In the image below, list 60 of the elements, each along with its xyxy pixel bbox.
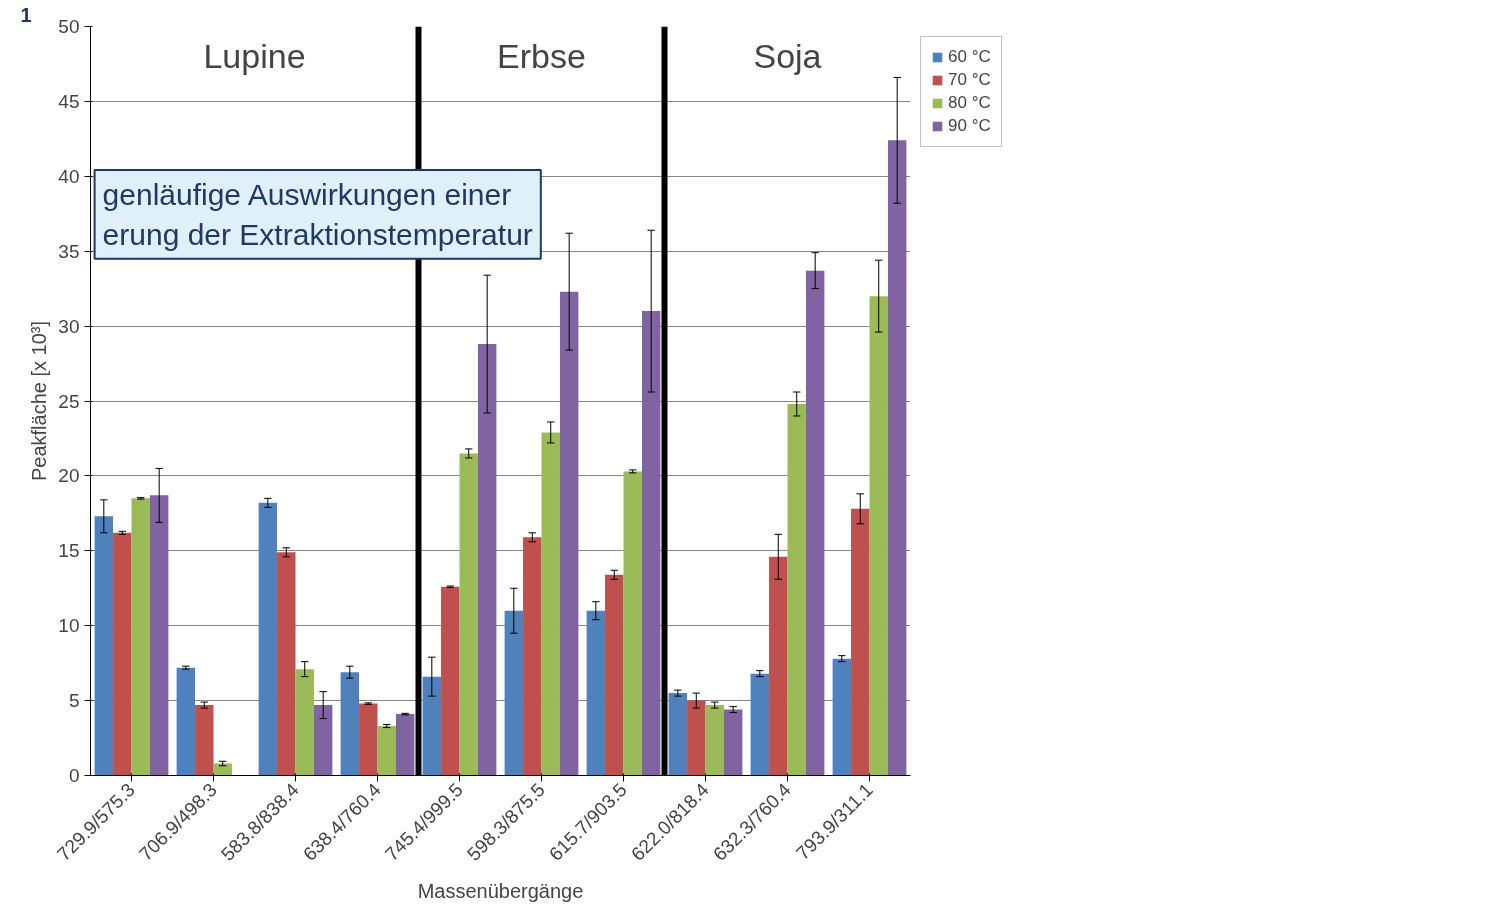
y-tick-label: 40 [58, 165, 80, 187]
bar [504, 610, 524, 776]
bar [787, 404, 806, 776]
y-tick-label: 50 [58, 16, 80, 37]
annotation: Lupine [203, 37, 306, 76]
annotation: Erbse [497, 37, 586, 76]
x-axis-title: Massenübergänge [417, 880, 584, 903]
bar [769, 556, 788, 776]
legend-label: 80 °C [948, 93, 991, 113]
y-axis-title: Peakfläche [x 10³] [28, 320, 51, 482]
bar [723, 709, 743, 776]
legend-label: 70 °C [948, 70, 991, 90]
bar [340, 672, 360, 776]
bar [377, 726, 396, 776]
bar [422, 676, 442, 776]
bar [359, 703, 378, 776]
bar [805, 270, 825, 776]
bar [131, 498, 150, 776]
y-tick-label: 35 [58, 240, 80, 262]
y-tick-label: 45 [58, 90, 80, 112]
y-tick-label: 5 [68, 690, 80, 712]
bar [887, 140, 907, 776]
bar [113, 532, 132, 776]
bar [213, 763, 232, 776]
y-tick-label: 30 [58, 315, 80, 337]
bar [258, 502, 278, 776]
bar [541, 432, 560, 776]
text: 1 [20, 3, 32, 26]
annotation: Soja [753, 37, 822, 76]
bar [559, 291, 579, 776]
bar [605, 574, 624, 776]
bar [623, 471, 642, 776]
y-tick-label: 20 [58, 465, 80, 487]
bar [687, 700, 706, 776]
legend-label: 90 °C [948, 116, 991, 136]
y-tick-label: 25 [58, 390, 80, 412]
bar [94, 516, 114, 776]
y-tick-label: 0 [68, 765, 80, 786]
bar [277, 552, 296, 776]
bar [395, 714, 415, 776]
bar [195, 705, 214, 776]
bar [295, 669, 314, 776]
y-tick-label: 10 [58, 615, 80, 637]
annotation: genläufige Auswirkungen einer erung der Extraktionstemperatur [102, 178, 533, 251]
bar [459, 453, 478, 776]
bar [750, 673, 770, 776]
bar [869, 296, 888, 776]
bar [832, 658, 852, 776]
bar [477, 344, 497, 776]
bar [441, 586, 460, 776]
bar [586, 610, 606, 776]
y-tick-label: 15 [58, 540, 80, 562]
bar [668, 693, 688, 776]
bar [176, 667, 196, 776]
bar [851, 508, 870, 776]
bar [149, 495, 169, 776]
bar [705, 705, 724, 776]
bar [523, 537, 542, 776]
bar [313, 705, 333, 776]
legend-label: 60 °C [948, 47, 991, 67]
